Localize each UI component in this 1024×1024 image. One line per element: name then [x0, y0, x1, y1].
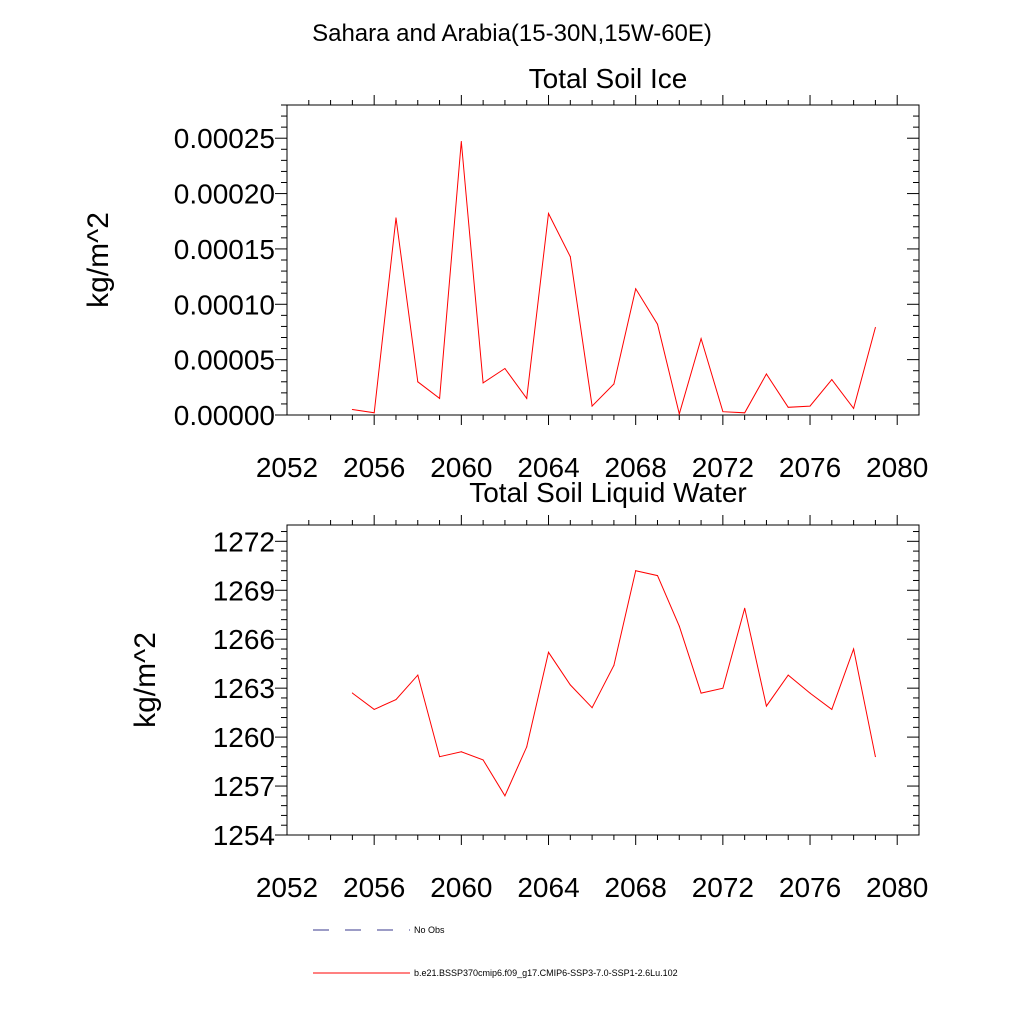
data-point: [765, 705, 767, 707]
data-point: [831, 708, 833, 710]
data-point: [482, 759, 484, 761]
data-point: [395, 699, 397, 701]
soil-liquid-water-panel: Total Soil Liquid Water kg/m^2 2052 2056 206…: [129, 477, 928, 903]
data-point: [351, 408, 353, 410]
x-tick-label: 2056: [343, 452, 405, 483]
x-tick-label: 2068: [605, 452, 667, 483]
data-point: [787, 406, 789, 408]
plot-frame: [286, 104, 920, 416]
data-point: [373, 708, 375, 710]
data-point: [874, 756, 876, 758]
data-point: [853, 407, 855, 409]
x-tick-label: 2072: [692, 872, 754, 903]
data-point: [548, 213, 550, 214]
y-axis-label: kg/m^2: [82, 212, 115, 308]
data-point: [700, 338, 702, 340]
data-point: [591, 707, 593, 709]
y-tick-label: 0.00015: [174, 234, 275, 265]
data-point: [809, 692, 811, 694]
panel-title: Total Soil Liquid Water: [469, 477, 747, 508]
data-point: [656, 575, 658, 577]
data-point: [722, 687, 724, 689]
data-point: [613, 383, 615, 385]
data-point: [635, 288, 637, 290]
y-tick-label: 1263: [213, 673, 275, 704]
x-tick-label: 2052: [256, 872, 318, 903]
data-point: [744, 607, 746, 609]
data-point: [548, 651, 550, 653]
y-tick-label: 1257: [213, 771, 275, 802]
data-point: [874, 327, 876, 329]
x-tick-label: 2060: [430, 452, 492, 483]
data-point: [569, 256, 571, 258]
x-tick-label: 2052: [256, 452, 318, 483]
data-point: [417, 674, 419, 676]
data-point: [460, 141, 462, 143]
data-point: [417, 381, 419, 383]
figure-suptitle: Sahara and Arabia(15-30N,15W-60E): [312, 20, 712, 47]
legend-label-model-run: b.e21.BSSP370cmip6.f09_g17.CMIP6-SSP3-7.…: [414, 968, 678, 978]
data-point: [678, 625, 680, 627]
data-point: [678, 413, 680, 415]
x-tick-label: 2080: [866, 872, 928, 903]
legend-label-no-obs: No Obs: [414, 925, 445, 935]
data-point: [656, 323, 658, 325]
x-tick-label: 2068: [605, 872, 667, 903]
y-axis-label: kg/m^2: [129, 632, 162, 728]
y-tick-label: 1260: [213, 722, 275, 753]
data-point: [613, 664, 615, 666]
x-tick-label: 2076: [779, 452, 841, 483]
y-tick-label: 0.00020: [174, 179, 275, 210]
y-tick-label: 0.00005: [174, 345, 275, 376]
data-point: [439, 397, 441, 399]
data-point: [373, 412, 375, 414]
data-point: [526, 397, 528, 399]
y-tick-label: 0.00000: [174, 400, 275, 431]
y-tick-label: 1254: [213, 820, 275, 851]
y-tick-label: 1269: [213, 575, 275, 606]
data-point: [504, 795, 506, 797]
series-line: [352, 570, 876, 797]
data-point: [439, 756, 441, 758]
data-point: [809, 405, 811, 407]
data-point: [351, 692, 353, 694]
x-tick-label: 2060: [430, 872, 492, 903]
data-point: [395, 217, 397, 219]
x-tick-label: 2076: [779, 872, 841, 903]
soil-ice-panel: Total Soil Ice kg/m^2 2052 2056 2060 2064 2068…: [82, 63, 928, 483]
data-point: [569, 684, 571, 686]
y-tick-label: 0.00025: [174, 123, 275, 154]
data-point: [831, 379, 833, 381]
data-point: [765, 373, 767, 375]
data-point: [591, 405, 593, 407]
x-tick-label: 2080: [866, 452, 928, 483]
plot-frame: [286, 524, 920, 836]
data-point: [526, 746, 528, 748]
y-tick-label: 1266: [213, 624, 275, 655]
x-tick-label: 2072: [692, 452, 754, 483]
legend: No Obs b.e21.BSSP370cmip6.f09_g17.CMIP6-…: [313, 925, 678, 978]
data-point: [787, 674, 789, 676]
data-point: [853, 648, 855, 650]
series-line: [352, 141, 876, 416]
y-tick-label: 1272: [213, 526, 275, 557]
data-point: [700, 692, 702, 694]
data-point: [635, 570, 637, 572]
panel-title: Total Soil Ice: [529, 63, 688, 94]
x-tick-label: 2064: [517, 872, 579, 903]
data-point: [504, 368, 506, 369]
x-tick-label: 2064: [517, 452, 579, 483]
data-point: [722, 411, 724, 413]
data-point: [460, 751, 462, 753]
data-point: [744, 412, 746, 414]
x-tick-label: 2056: [343, 872, 405, 903]
data-point: [482, 382, 484, 384]
y-tick-label: 0.00010: [174, 289, 275, 320]
